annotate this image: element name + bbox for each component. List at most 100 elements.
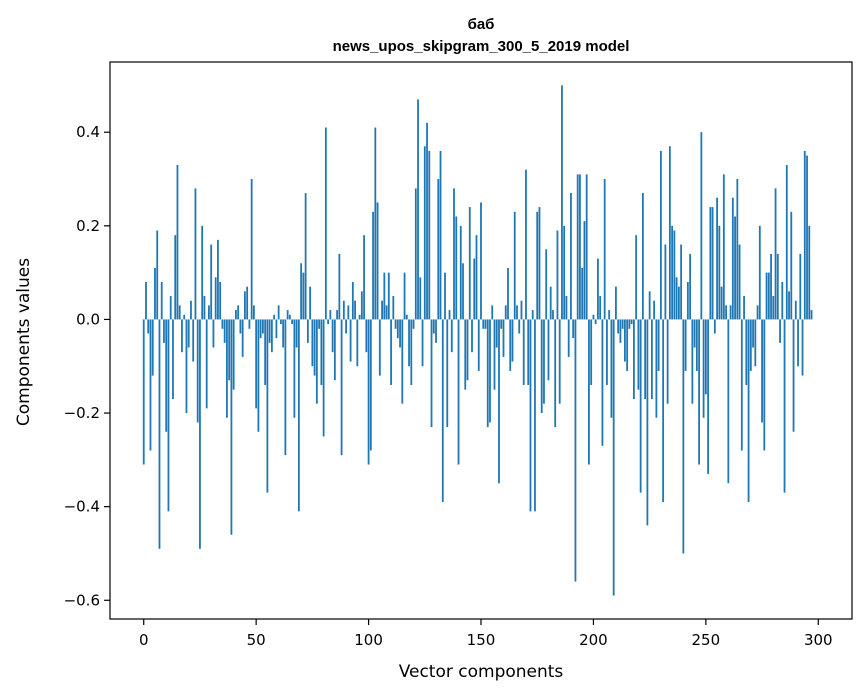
y-tick-label: 0.0 [76, 310, 100, 328]
bar [437, 179, 440, 320]
bar [237, 305, 240, 320]
bar [401, 319, 404, 404]
bar [540, 319, 543, 414]
bar [264, 319, 267, 385]
bar [473, 258, 476, 320]
bar [154, 267, 156, 320]
bar [727, 319, 730, 484]
x-tick-label: 250 [692, 631, 721, 649]
bar [743, 296, 745, 320]
bar [444, 272, 446, 320]
bar [680, 244, 683, 320]
bar [151, 319, 154, 376]
bar [722, 174, 725, 320]
bar [529, 319, 532, 512]
bar [718, 225, 721, 320]
bar [176, 164, 179, 320]
bar [304, 193, 307, 320]
bar [543, 319, 545, 404]
bar [554, 319, 557, 428]
bar [484, 319, 487, 329]
bar [502, 319, 505, 357]
bar [619, 319, 622, 343]
bar [615, 286, 617, 320]
bar [475, 235, 478, 320]
bar [205, 319, 208, 409]
bar [259, 319, 262, 339]
bar [414, 188, 417, 320]
bar [810, 310, 813, 320]
bar [489, 319, 491, 423]
bar [302, 272, 305, 320]
bar [716, 197, 718, 320]
bar [608, 310, 611, 320]
bar [230, 319, 233, 535]
bar [203, 296, 206, 320]
bar [713, 319, 716, 334]
bar [369, 319, 372, 451]
bar [453, 188, 455, 320]
bar [255, 319, 258, 409]
y-tick-label: −0.2 [64, 404, 100, 422]
bar [783, 319, 786, 493]
bar [752, 319, 754, 348]
bar [630, 319, 633, 325]
bar [570, 193, 572, 320]
bar [187, 319, 190, 348]
bar [545, 249, 548, 320]
bar [338, 253, 341, 320]
bar [507, 267, 509, 320]
bar [792, 319, 795, 432]
bar [387, 272, 390, 320]
bar [628, 319, 631, 329]
bar [315, 319, 318, 404]
bar [201, 225, 204, 320]
bar [491, 305, 494, 320]
bar [329, 310, 332, 320]
bar [482, 319, 485, 329]
bar [493, 319, 496, 390]
bar [455, 216, 458, 320]
y-tick-label: −0.4 [64, 498, 100, 516]
bar [684, 319, 687, 371]
bar [594, 319, 597, 325]
bar [495, 319, 498, 348]
bar [145, 281, 147, 320]
bar [693, 319, 696, 348]
bar [351, 281, 354, 320]
bar [664, 244, 667, 320]
bar [801, 319, 804, 376]
bar [565, 296, 568, 320]
bar [574, 319, 577, 582]
bar [668, 146, 671, 320]
bar [374, 127, 377, 320]
bar [704, 319, 707, 395]
bar [217, 239, 219, 320]
bar [320, 319, 323, 385]
bar [228, 319, 231, 381]
bar [747, 319, 750, 502]
bar [311, 319, 314, 367]
bar [149, 319, 152, 451]
bar [624, 319, 626, 362]
bar [561, 85, 563, 320]
bar [471, 319, 473, 353]
bar [363, 235, 365, 320]
bar [309, 286, 312, 320]
bar [419, 277, 422, 320]
bar [212, 319, 215, 348]
bar [210, 244, 213, 320]
bar [221, 319, 224, 329]
bar [226, 319, 228, 418]
bar [592, 314, 595, 320]
bar [284, 319, 287, 456]
y-ticks-group: −0.6 −0.4 −0.2 0.0 0.2 0.4 [64, 123, 110, 609]
bar [644, 319, 647, 400]
bar [707, 319, 709, 474]
bar [462, 263, 464, 320]
bar [788, 291, 790, 320]
bar [327, 319, 329, 325]
bar [536, 211, 539, 320]
bar [270, 319, 273, 353]
